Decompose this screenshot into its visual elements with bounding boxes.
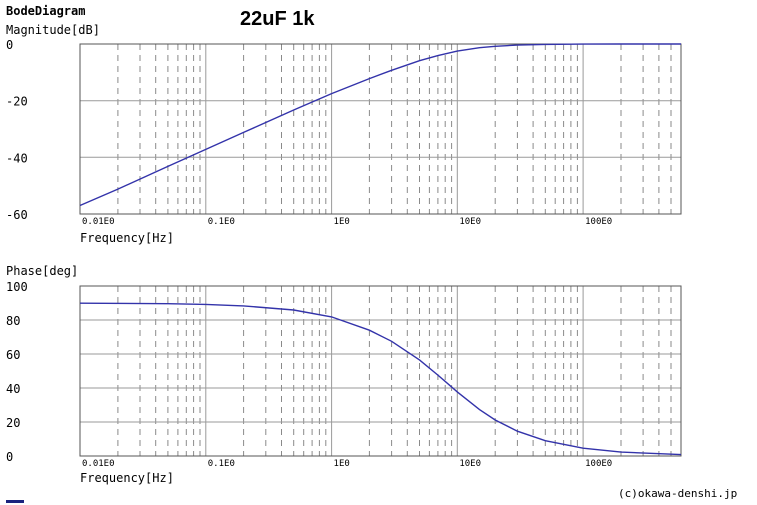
app-title: BodeDiagram <box>6 4 86 18</box>
corner-mark <box>6 500 24 503</box>
chart-title: 22uF 1k <box>240 8 315 30</box>
phase-y-tick-label: 60 <box>6 348 20 362</box>
phase-x-tick-label: 1E0 <box>334 459 350 469</box>
magnitude-x-tick-label: 1E0 <box>334 217 350 227</box>
credit-text: (c)okawa-denshi.jp <box>618 487 738 500</box>
phase-plot-frame <box>79 285 682 457</box>
phase-x-tick-label: 0.01E0 <box>82 459 115 469</box>
magnitude-curve <box>79 43 681 207</box>
magnitude-x-tick-label: 100E0 <box>585 217 612 227</box>
magnitude-x-tick-label: 10E0 <box>459 217 481 227</box>
magnitude-plot-frame <box>79 43 682 215</box>
phase-x-tick-label: 10E0 <box>459 459 481 469</box>
magnitude-y-tick-label: 0 <box>6 38 13 52</box>
magnitude-x-axis-label: Frequency[Hz] <box>80 231 174 245</box>
magnitude-y-axis-label: Magnitude[dB] <box>6 23 100 37</box>
magnitude-x-tick-label: 0.1E0 <box>208 217 235 227</box>
phase-x-tick-label: 0.1E0 <box>208 459 235 469</box>
phase-x-axis-label: Frequency[Hz] <box>80 471 174 485</box>
phase-y-tick-label: 20 <box>6 416 20 430</box>
phase-y-axis-label: Phase[deg] <box>6 264 78 278</box>
magnitude-x-tick-label: 0.01E0 <box>82 217 115 227</box>
phase-y-tick-label: 0 <box>6 450 13 464</box>
magnitude-y-tick-label: -20 <box>6 95 28 109</box>
magnitude-y-tick-label: -40 <box>6 151 28 165</box>
phase-y-tick-label: 40 <box>6 382 20 396</box>
magnitude-y-tick-label: -60 <box>6 208 28 222</box>
phase-x-tick-label: 100E0 <box>585 459 612 469</box>
phase-y-tick-label: 80 <box>6 314 20 328</box>
phase-y-tick-label: 100 <box>6 280 28 294</box>
phase-curve <box>79 302 682 456</box>
